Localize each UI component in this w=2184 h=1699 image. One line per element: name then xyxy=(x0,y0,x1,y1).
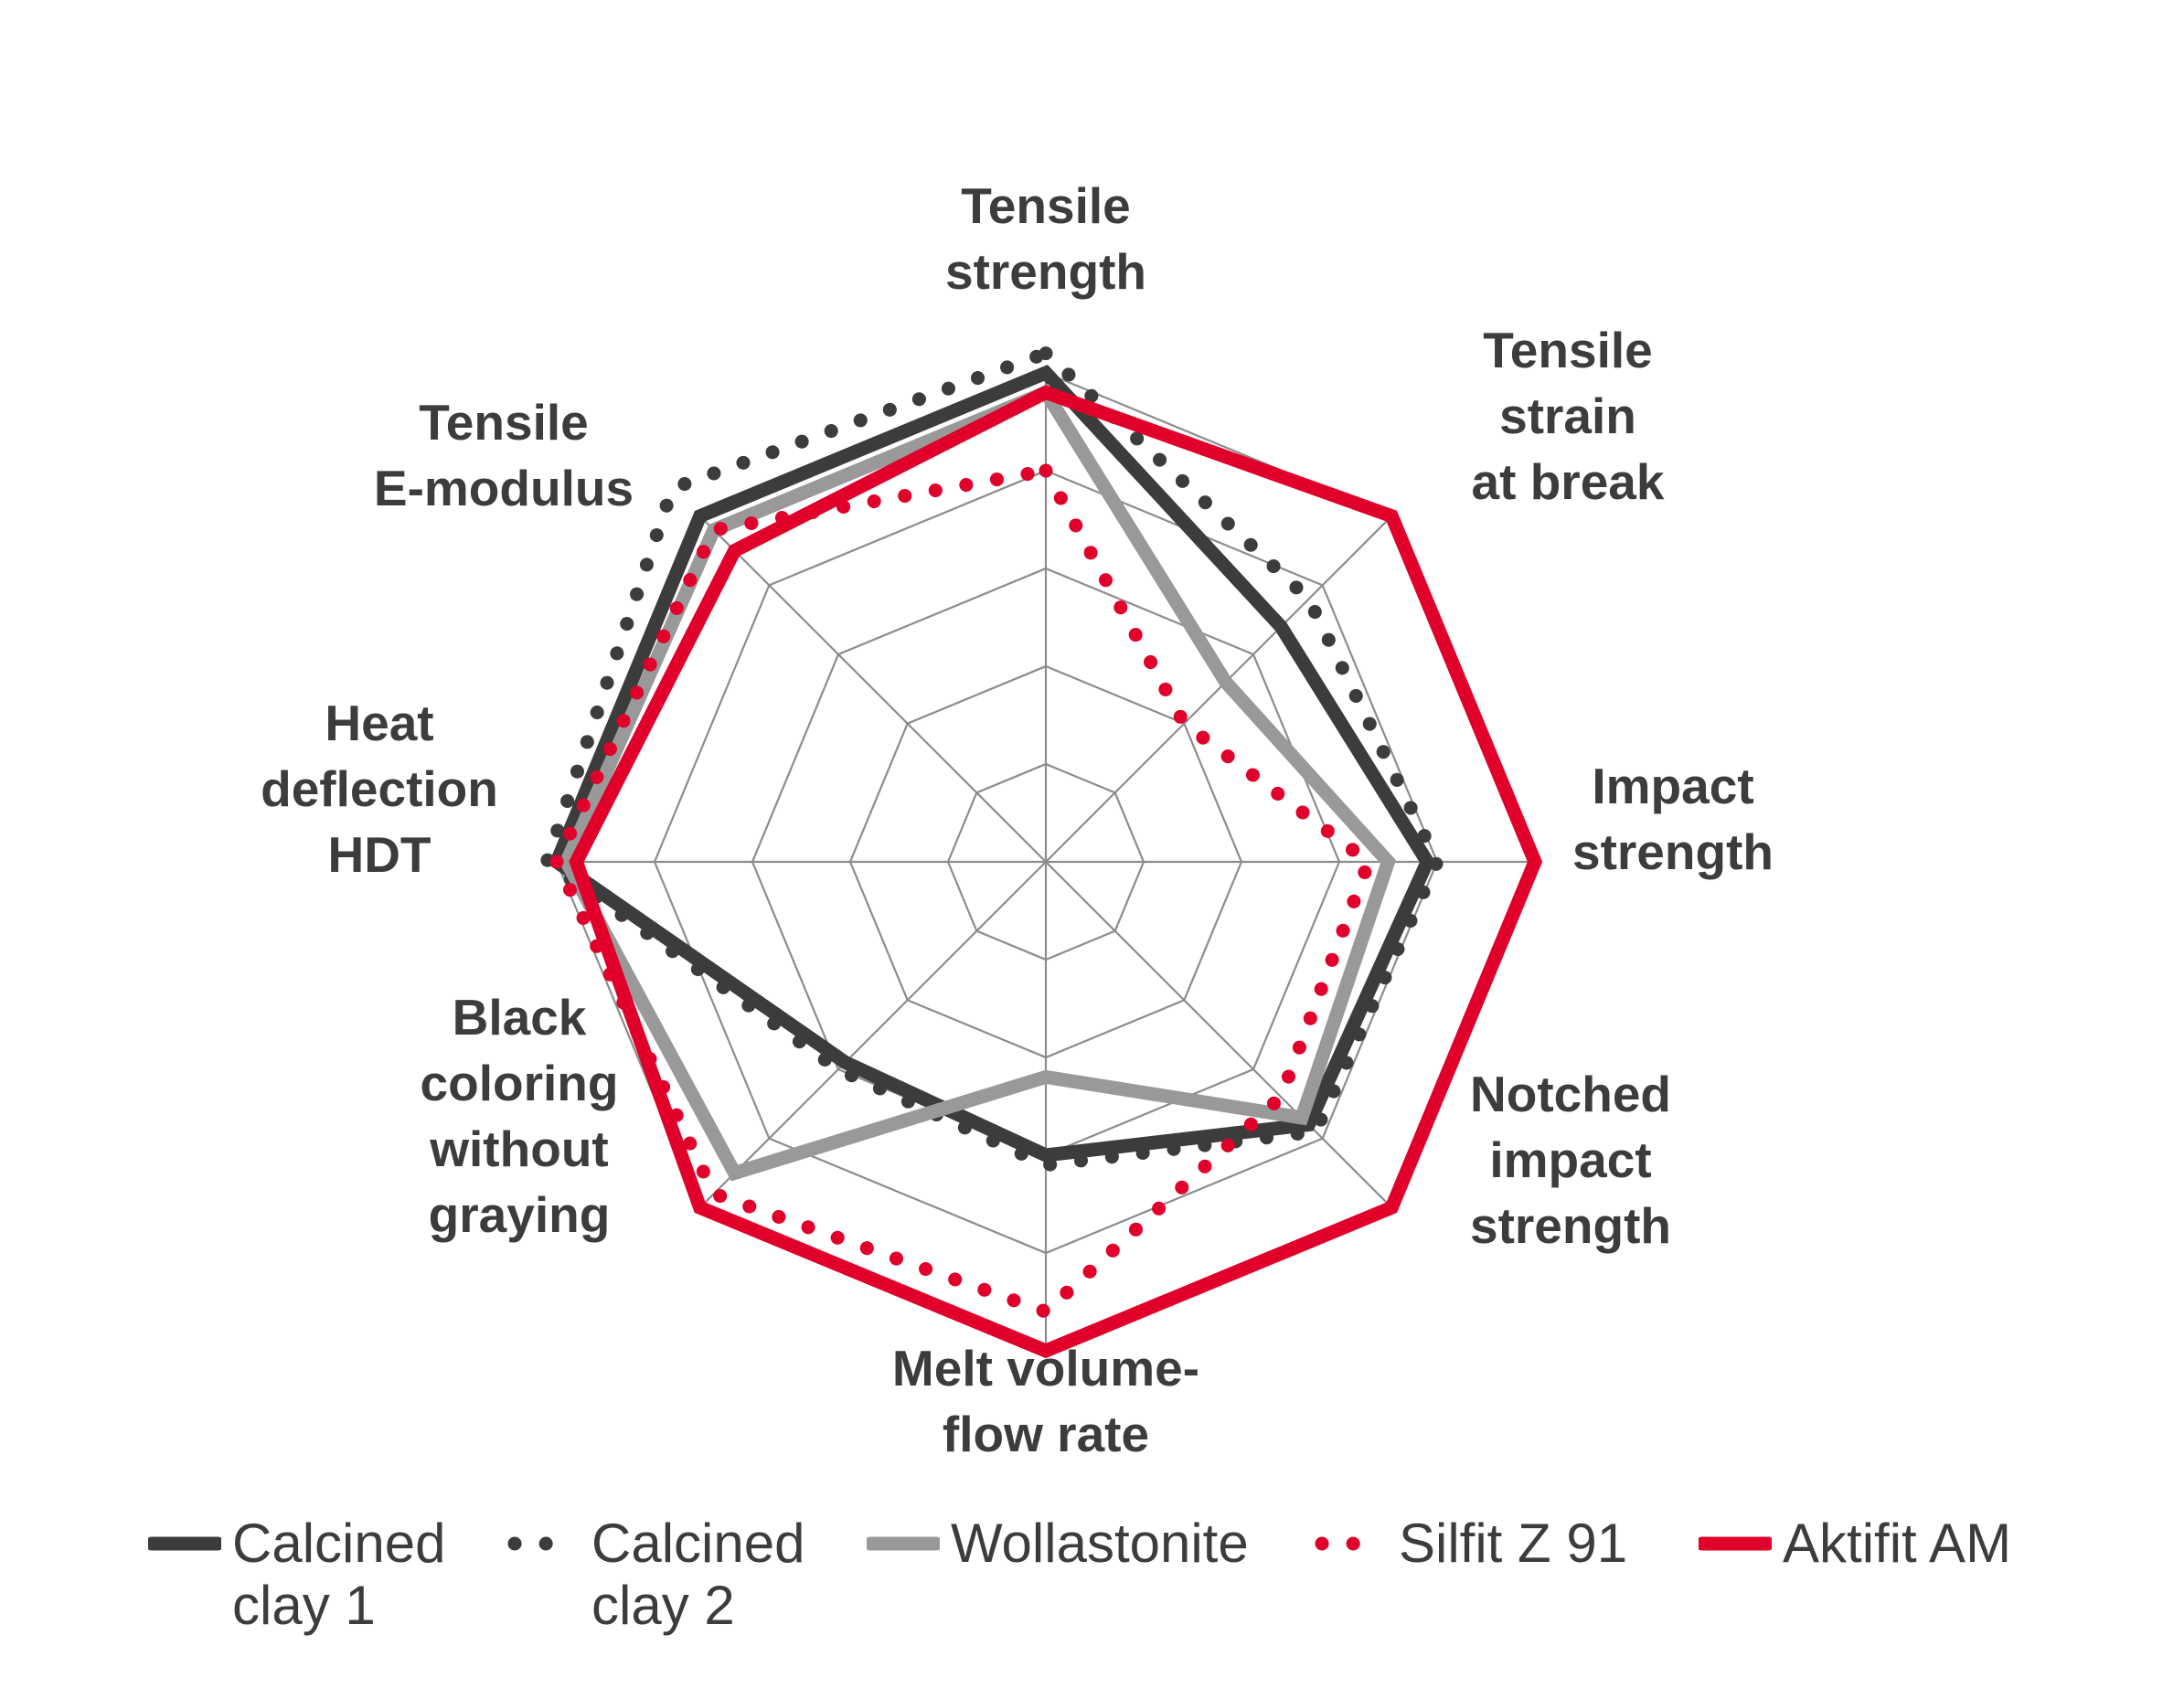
legend-swatch xyxy=(867,1536,940,1551)
axis-labels: Tensile strength Tensile strain at break Impa… xyxy=(261,177,1774,1462)
legend-label: Silfit Z 91 xyxy=(1399,1513,1628,1574)
axis-label: Tensile strength xyxy=(945,177,1146,300)
legend-label: Aktifit AM xyxy=(1783,1513,2012,1574)
grid-spoke xyxy=(1045,515,1393,863)
legend-swatch xyxy=(1315,1536,1388,1551)
legend-item: Aktifit AM xyxy=(1699,1513,2011,1575)
legend-swatch xyxy=(1699,1536,1772,1551)
grid-spoke xyxy=(698,861,1047,1209)
series-line xyxy=(569,385,1543,1359)
axis-label: Tensile E-modulus xyxy=(374,394,634,516)
legend-swatch xyxy=(148,1536,221,1551)
legend-item: Calcined clay 1 xyxy=(148,1513,445,1637)
axis-label: Notched impact strength xyxy=(1470,1066,1671,1254)
legend-item: Wollastonite xyxy=(867,1513,1249,1575)
legend: Calcined clay 1 Calcined clay 2 Wollastoni… xyxy=(0,1513,2184,1695)
grid-spoke xyxy=(698,515,1047,863)
legend-label: Calcined clay 2 xyxy=(591,1513,805,1636)
radar-series xyxy=(539,346,1543,1359)
series-line xyxy=(559,384,1397,1182)
axis-label: Tensile strain at break xyxy=(1472,322,1665,510)
series-line xyxy=(548,365,1435,1163)
axis-label: Black coloring without graying xyxy=(421,989,619,1243)
series-line xyxy=(549,463,1376,1319)
legend-label: Calcined clay 1 xyxy=(232,1513,446,1636)
series-line xyxy=(539,346,1444,1173)
legend-swatch xyxy=(507,1536,581,1551)
grid-spoke xyxy=(1045,861,1393,1209)
legend-label: Wollastonite xyxy=(951,1513,1249,1574)
legend-item: Calcined clay 2 xyxy=(507,1513,804,1637)
axis-label: Melt volume-flow rate xyxy=(892,1340,1199,1462)
legend-item: Silfit Z 91 xyxy=(1315,1513,1627,1575)
axis-label: Impact strength xyxy=(1572,758,1774,880)
axis-label: Heat deflection HDT xyxy=(261,695,498,883)
